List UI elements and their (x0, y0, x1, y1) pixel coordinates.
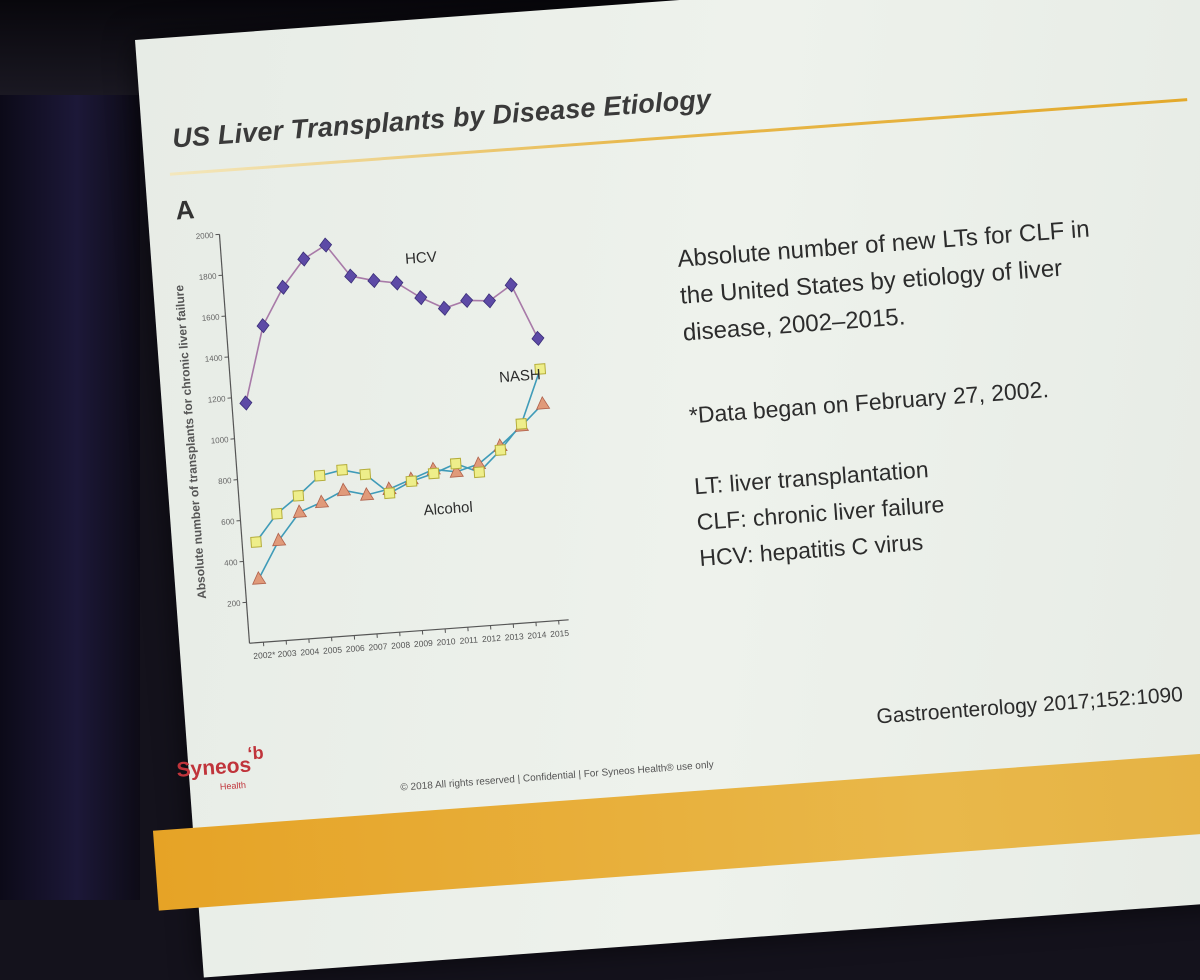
syneos-logo: Syneos ʻb Health (175, 740, 299, 809)
x-tick-label: 2012 (482, 633, 502, 644)
point-hcv (390, 276, 403, 291)
point-hcv (505, 277, 518, 292)
room-background-left (0, 0, 140, 900)
point-hcv (257, 318, 270, 333)
point-nash (360, 469, 371, 480)
y-tick-label: 200 (227, 599, 242, 609)
point-nash (384, 488, 395, 499)
point-alcohol (337, 483, 351, 496)
series-label-nash: NASH (499, 366, 542, 386)
point-nash (314, 470, 325, 481)
x-tick-label: 2014 (527, 629, 547, 640)
point-nash (293, 490, 304, 501)
logo-mark-icon: ʻb (247, 743, 264, 765)
point-hcv (460, 293, 473, 308)
point-nash (474, 467, 485, 478)
x-tick-label: 2004 (300, 646, 320, 657)
chart-container: 200 400 600 800 1000 1200 1400 1600 1800 2000 2002… (148, 184, 665, 738)
y-tick-label: 800 (218, 476, 233, 486)
series-label-hcv: HCV (405, 249, 438, 268)
point-nash (450, 458, 461, 469)
x-tick-label: 2009 (414, 638, 434, 649)
y-tick-label: 1200 (207, 394, 226, 404)
point-alcohol (315, 495, 329, 508)
y-tick-label: 1400 (204, 353, 223, 363)
x-tick-label: 2007 (368, 641, 388, 652)
chart-description: Absolute number of new LTs for CLF in th… (676, 209, 1123, 352)
y-tick-label: 1800 (198, 272, 217, 282)
series-line-nash (245, 369, 551, 542)
point-hcv (367, 273, 380, 288)
series-label-alcohol: Alcohol (423, 499, 473, 520)
citation: Gastroenterology 2017;152:1090 (876, 683, 1184, 729)
x-tick-label: 2015 (550, 628, 570, 639)
y-tick-label: 1600 (201, 313, 220, 323)
point-nash (428, 468, 439, 479)
x-tick-label: 2011 (459, 634, 478, 645)
slide-footer: © 2018 All rights reserved | Confidentia… (400, 760, 714, 794)
point-hcv (531, 331, 544, 346)
point-nash (337, 465, 348, 476)
point-nash (406, 476, 417, 487)
y-tick-label: 600 (221, 517, 236, 527)
logo-name: Syneos (176, 753, 252, 782)
point-hcv (239, 396, 252, 411)
abbreviation-list: LT: liver transplantation CLF: chronic l… (693, 436, 1140, 576)
x-tick-label: 2008 (391, 639, 411, 650)
slide-title: US Liver Transplants by Disease Etiology (171, 84, 712, 154)
x-tick-label: 2003 (277, 648, 297, 659)
point-hcv (483, 293, 496, 308)
x-tick-label: 2005 (323, 644, 343, 655)
y-tick-label: 1000 (210, 435, 229, 445)
x-tick-label: 2006 (345, 643, 365, 654)
projected-slide: US Liver Transplants by Disease Etiology… (135, 0, 1200, 977)
y-tick-label: 400 (224, 558, 239, 568)
point-hcv (438, 301, 451, 316)
point-nash (271, 508, 282, 519)
y-axis-title: Absolute number of transplants for chron… (172, 284, 209, 599)
line-chart: 200 400 600 800 1000 1200 1400 1600 1800 2000 2002… (148, 184, 665, 738)
point-alcohol (252, 571, 266, 584)
point-alcohol (293, 505, 307, 518)
y-tick-label: 2000 (195, 231, 214, 241)
x-tick-label: 2010 (436, 636, 456, 647)
x-tick-label: 2013 (504, 631, 524, 642)
series-line-hcv (235, 230, 541, 403)
point-nash (251, 537, 262, 548)
x-tick-label: 2002* (253, 649, 277, 661)
logo-subtitle: Health (220, 780, 247, 792)
point-alcohol (536, 396, 550, 409)
point-nash (516, 419, 527, 430)
point-nash (495, 445, 506, 456)
data-note: *Data began on February 27, 2002. (688, 370, 1129, 429)
point-hcv (414, 290, 427, 305)
